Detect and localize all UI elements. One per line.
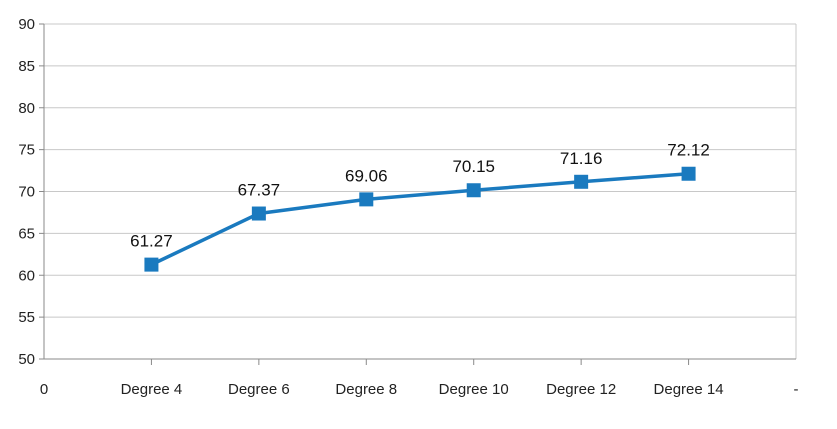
x-tick-label: - bbox=[794, 381, 799, 398]
y-tick-label: 90 bbox=[18, 16, 35, 33]
series-line-path bbox=[150, 171, 689, 267]
x-tick-label: Degree 8 bbox=[335, 381, 397, 398]
y-tick-label: 80 bbox=[18, 100, 35, 117]
y-tick-label: 55 bbox=[18, 309, 35, 326]
axes: 50 55 60 65 70 75 80 85 90 0 Degree 4 Degree 6 Degre… bbox=[18, 16, 798, 398]
x-tick-label: Degree 14 bbox=[654, 381, 724, 398]
data-label: 71.16 bbox=[560, 149, 603, 168]
y-tick-label: 75 bbox=[18, 142, 35, 159]
data-point-marker bbox=[359, 192, 374, 207]
y-tick-label: 65 bbox=[18, 225, 35, 242]
data-label: 67.37 bbox=[238, 181, 281, 200]
y-tick-label: 70 bbox=[18, 184, 35, 201]
x-tick-label: Degree 12 bbox=[546, 381, 616, 398]
gridlines bbox=[44, 23, 797, 360]
data-label: 61.27 bbox=[130, 232, 173, 251]
data-label: 70.15 bbox=[452, 157, 495, 176]
data-point-marker bbox=[251, 206, 266, 221]
data-labels: 61.27 67.37 69.06 70.15 71.16 72.12 bbox=[130, 141, 710, 251]
data-point-marker bbox=[574, 174, 589, 189]
x-tick-label: Degree 6 bbox=[228, 381, 290, 398]
data-label: 72.12 bbox=[667, 141, 710, 160]
series-line bbox=[144, 166, 696, 272]
x-tick-label: Degree 4 bbox=[121, 381, 183, 398]
x-tick-label: 0 bbox=[40, 381, 48, 398]
data-label: 69.06 bbox=[345, 166, 388, 185]
y-tick-label: 85 bbox=[18, 58, 35, 75]
y-tick-label: 60 bbox=[18, 267, 35, 284]
data-point-marker bbox=[681, 166, 696, 181]
data-point-marker bbox=[466, 183, 481, 198]
data-point-marker bbox=[144, 257, 159, 272]
x-tick-label: Degree 10 bbox=[439, 381, 509, 398]
y-tick-label: 50 bbox=[18, 351, 35, 368]
